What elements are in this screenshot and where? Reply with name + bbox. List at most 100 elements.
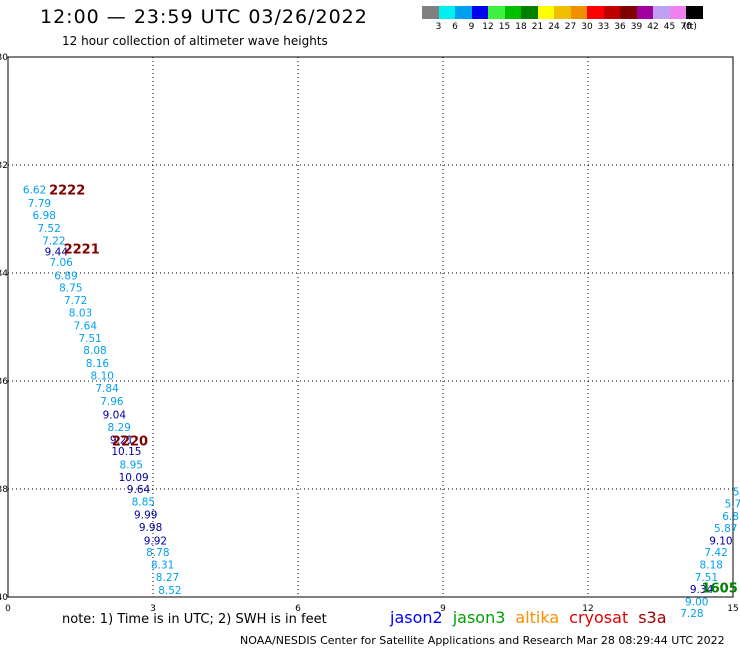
- colorbar-swatch: [504, 6, 521, 19]
- wave-height-value: 5.: [733, 487, 740, 499]
- x-tick-label: 0: [5, 604, 11, 614]
- wave-height-value: 9.92: [144, 535, 167, 547]
- wave-height-value: 7.96: [100, 396, 124, 408]
- colorbar-label: 70: [680, 22, 692, 32]
- legend-satellite-altika: altika: [515, 608, 560, 627]
- colorbar-label: 33: [597, 22, 610, 32]
- wave-height-value: 9.34: [690, 584, 714, 596]
- colorbar-swatch: [620, 6, 637, 19]
- wave-height-value: 8.95: [120, 460, 143, 472]
- map-frame: [7, 56, 734, 598]
- wave-height-value: 8.75: [59, 283, 82, 295]
- colorbar-swatch: [537, 6, 554, 19]
- wave-height-value: 6.89: [54, 271, 77, 283]
- colorbar-swatch: [455, 6, 472, 19]
- footer-credit: NOAA/NESDIS Center for Satellite Applica…: [240, 634, 725, 647]
- wave-height-value: 7.06: [49, 257, 73, 269]
- wave-height-value: 7.72: [64, 295, 87, 307]
- wave-height-value: 8.08: [83, 345, 106, 357]
- wave-height-value: 6.98: [33, 210, 56, 222]
- pass-number-label: 2222: [49, 183, 85, 198]
- wave-height-value: 10.15: [111, 446, 141, 458]
- map-subtitle: 12 hour collection of altimeter wave hei…: [62, 34, 328, 48]
- wave-height-value: 8.03: [69, 307, 92, 319]
- x-tick-label: 6: [295, 604, 301, 614]
- colorbar-swatch: [471, 6, 488, 19]
- wave-height-colorbar: [422, 6, 703, 19]
- colorbar-swatch: [653, 6, 670, 19]
- y-tick-label: -38: [0, 485, 8, 495]
- pass-number-label: 1605: [702, 581, 738, 596]
- y-tick-label: -40: [0, 593, 8, 603]
- wave-height-value: 8.27: [156, 572, 179, 584]
- colorbar-label: 36: [614, 22, 626, 32]
- legend-satellite-jason3: jason3: [452, 608, 506, 627]
- colorbar-swatch: [570, 6, 587, 19]
- satellite-legend: jason2 jason3 altika cryosat s3a: [390, 608, 677, 627]
- legend-satellite-s3a: s3a: [638, 608, 667, 627]
- colorbar-swatch: [636, 6, 653, 19]
- wave-height-value: 9.98: [139, 522, 162, 534]
- y-tick-label: -36: [0, 377, 8, 387]
- wave-height-value: 8.29: [107, 422, 130, 434]
- wave-height-value: 7.42: [704, 547, 727, 559]
- colorbar-label: 39: [630, 22, 643, 32]
- map-title: 12:00 — 23:59 UTC 03/26/2022: [40, 6, 368, 28]
- wave-height-value: 9.44: [45, 246, 69, 258]
- wave-height-value: 5.87: [714, 523, 737, 535]
- wave-height-value: 6.8: [722, 511, 739, 523]
- colorbar-label: 42: [647, 22, 659, 32]
- footer-note: note: 1) Time is in UTC; 2) SWH is in fe…: [62, 612, 327, 627]
- pass-number-label: 2221: [64, 243, 100, 258]
- x-tick-label: 15: [727, 604, 738, 614]
- colorbar-swatch: [603, 6, 620, 19]
- wave-height-value: 8.10: [91, 371, 114, 383]
- wave-height-value: 10.09: [119, 472, 149, 484]
- colorbar-label: 18: [515, 22, 527, 32]
- wave-height-value: 9.21: [110, 434, 133, 446]
- wave-height-value: 7.22: [42, 236, 65, 248]
- colorbar-swatch: [554, 6, 571, 19]
- colorbar-label: 9: [468, 22, 475, 32]
- wave-height-value: 8.16: [86, 358, 110, 370]
- colorbar-label: 24: [548, 22, 560, 32]
- wave-height-value: 9.10: [709, 535, 732, 547]
- wave-height-value: 7.64: [74, 320, 98, 332]
- colorbar-label: 27: [564, 22, 577, 32]
- wave-height-value: 8.18: [700, 560, 723, 572]
- pass-number-label: 2220: [112, 434, 148, 449]
- wave-height-value: 7.28: [680, 608, 703, 620]
- wave-height-value: 9.04: [103, 409, 127, 421]
- y-tick-label: -30: [0, 53, 8, 63]
- colorbar-swatch: [587, 6, 604, 19]
- legend-satellite-jason2: jason2: [390, 608, 443, 627]
- wave-height-value: 8.31: [151, 560, 174, 572]
- colorbar-label: (ft): [683, 22, 697, 32]
- colorbar-label: 3: [435, 22, 442, 32]
- wave-height-value: 9.64: [127, 484, 151, 496]
- x-tick-label: 12: [582, 604, 593, 614]
- wave-height-value: 7.51: [78, 333, 101, 345]
- y-tick-label: -34: [0, 269, 8, 279]
- colorbar-label: 15: [498, 22, 511, 32]
- wave-height-value: 9.00: [685, 596, 708, 608]
- colorbar-swatch: [521, 6, 538, 19]
- colorbar-swatch: [438, 6, 455, 19]
- colorbar-label: 30: [581, 22, 593, 32]
- wave-height-value: 7.79: [28, 198, 51, 210]
- x-tick-label: 9: [440, 604, 446, 614]
- wave-height-value: 8.85: [132, 496, 155, 508]
- wave-height-value: 9.99: [134, 509, 157, 521]
- wave-height-value: 5.7: [725, 499, 740, 511]
- colorbar-swatch: [669, 6, 686, 19]
- colorbar-label: 6: [452, 22, 458, 32]
- wave-height-value: 7.51: [695, 572, 718, 584]
- colorbar-label: 45: [663, 22, 676, 32]
- legend-satellite-cryosat: cryosat: [569, 608, 629, 627]
- wave-height-value: 7.84: [95, 383, 119, 395]
- wave-height-value: 8.78: [146, 547, 169, 559]
- colorbar-swatch: [686, 6, 703, 19]
- colorbar-label: 12: [482, 22, 494, 32]
- y-tick-label: -32: [0, 161, 8, 171]
